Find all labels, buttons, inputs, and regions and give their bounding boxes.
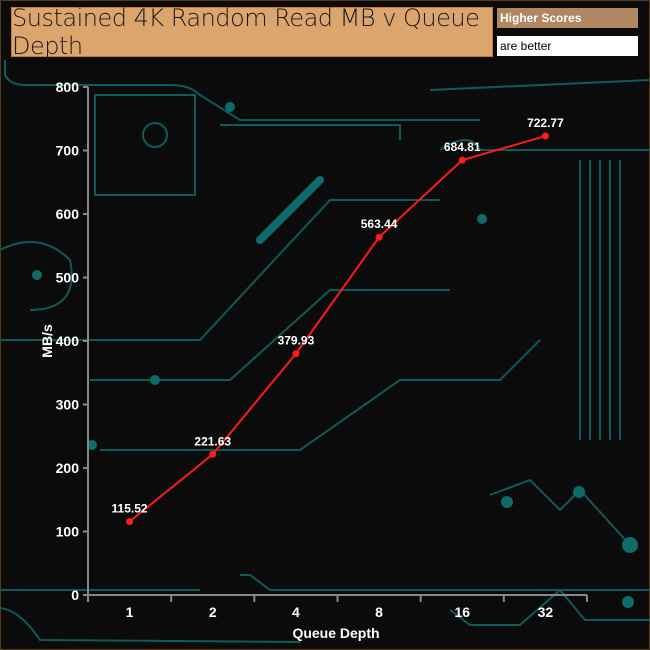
x-tick-label: 8 [375, 604, 383, 620]
y-tick-label: 400 [56, 333, 80, 349]
series-line [128, 135, 546, 523]
chart-title: Sustained 4K Random Read MB v Queue Dept… [11, 4, 493, 60]
legend-are-better: are better [497, 36, 638, 56]
data-point [292, 350, 300, 358]
x-tick-label: 32 [538, 604, 554, 620]
y-tick-label: 700 [56, 143, 80, 159]
data-label: 221.63 [194, 434, 231, 448]
data-label: 684.81 [444, 140, 481, 154]
data-label: 379.93 [278, 334, 315, 348]
y-tick-label: 300 [56, 397, 80, 413]
x-tick-label: 2 [209, 604, 217, 620]
data-point [375, 233, 383, 241]
x-tick-label: 1 [126, 604, 134, 620]
data-point [209, 450, 217, 458]
y-tick-label: 200 [56, 460, 80, 476]
data-label: 115.52 [112, 502, 148, 516]
x-tick-label: 4 [292, 604, 300, 620]
data-label: 563.44 [361, 217, 398, 231]
x-tick-label: 16 [454, 604, 470, 620]
y-tick-label: 100 [56, 524, 80, 540]
data-point [541, 132, 549, 140]
y-tick-label: 800 [56, 79, 80, 95]
data-point [458, 156, 466, 164]
y-tick-label: 600 [56, 206, 80, 222]
y-axis-label: MB/s [39, 324, 55, 358]
y-tick-label: 500 [56, 270, 80, 286]
y-tick-label: 0 [71, 587, 79, 603]
data-label: 722.77 [527, 116, 564, 130]
legend-higher-scores: Higher Scores [497, 8, 638, 28]
x-axis-label: Queue Depth [292, 625, 379, 641]
data-point [126, 518, 134, 526]
